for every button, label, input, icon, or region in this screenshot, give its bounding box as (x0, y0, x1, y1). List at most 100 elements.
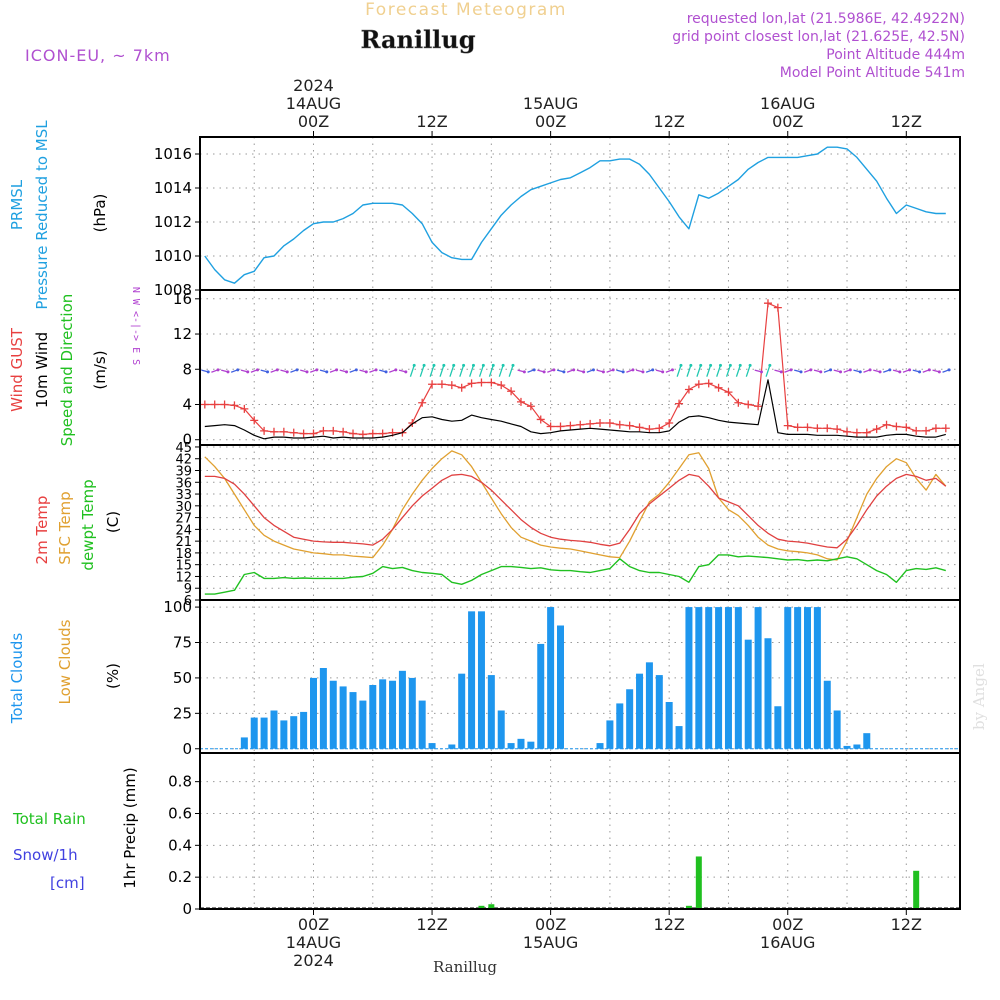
wind-arrow (459, 365, 465, 377)
gust-point (210, 400, 219, 409)
y-tick-label: 0 (182, 900, 192, 918)
time-label-top: 14AUG (286, 94, 341, 113)
wind-arrow (676, 365, 682, 377)
cloud-bar (626, 689, 634, 749)
wind-arrow-head (601, 370, 605, 374)
gust-point (477, 378, 486, 387)
wind-arrow (419, 365, 425, 377)
wind-arrow-head (226, 370, 230, 374)
cloud-bar (606, 720, 614, 749)
gust-point (823, 424, 832, 433)
cloud-bar (744, 639, 752, 749)
wind-label: 10m Wind (33, 332, 51, 408)
y-tick-label: 0.4 (168, 836, 192, 854)
cloud-bar (665, 702, 673, 749)
time-label-bottom: 12Z (416, 915, 447, 934)
time-label-bottom: 00Z (772, 915, 803, 934)
cloud-bar (734, 607, 742, 749)
gust-point (744, 400, 753, 409)
wind-arrow-head (481, 363, 485, 367)
precip-unit: 1hr Precip (mm) (121, 767, 139, 888)
cloud-bar (250, 717, 258, 749)
cloud-bar (319, 668, 327, 749)
gust-point (269, 427, 278, 436)
time-label-bottom: 14AUG (286, 933, 341, 952)
wind-arrow-head (661, 370, 665, 374)
wind-arrow-head (621, 370, 625, 374)
gust-point (675, 399, 684, 408)
wind-arrow (478, 365, 484, 377)
wind-arrow-head (265, 370, 269, 374)
gust-point (467, 379, 476, 388)
wind-arrow-head (246, 370, 250, 374)
time-label-top: 15AUG (523, 94, 578, 113)
cloud-bar (685, 607, 693, 749)
wind-arrow-head (275, 368, 279, 372)
rain-label: Total Rain (12, 810, 86, 828)
gust-point (931, 424, 940, 433)
wind-unit: (m/s) (91, 350, 109, 389)
y-tick-label: 27 (175, 512, 192, 527)
pressure-unit: (hPa) (91, 194, 109, 233)
snow-label: Snow/1h (13, 846, 78, 864)
cloud-bar (300, 711, 308, 749)
wind-arrow-head (325, 370, 329, 374)
cloud-bar (853, 744, 861, 749)
gust-point (635, 423, 644, 432)
wind-arrow-head (670, 368, 674, 372)
y-tick-label: 50 (173, 669, 192, 687)
y-tick-label: 0 (182, 431, 192, 449)
cloud-bar (369, 685, 377, 749)
time-label-top: 00Z (772, 112, 803, 131)
cloud-bar (487, 675, 495, 749)
wind-arrow-head (491, 363, 495, 367)
cloud-bar (290, 716, 298, 749)
gust-point (576, 420, 585, 429)
wind-arrow-head (611, 368, 615, 372)
wind-arrow (706, 365, 712, 377)
gust-point (378, 429, 387, 438)
clouds-unit: (%) (104, 663, 122, 689)
wind-arrow-head (927, 368, 931, 372)
wind-arrow-head (422, 363, 426, 367)
y-tick-label: 0 (182, 740, 192, 758)
wind-arrow-head (442, 363, 446, 367)
cloud-bar (408, 677, 416, 749)
wind-arrow-head (799, 370, 803, 374)
wind-panel-labels: Wind GUST 10m Wind Speed and Direction (… (8, 287, 141, 446)
low-clouds-label: Low Clouds (56, 619, 74, 704)
cloud-bar (398, 670, 406, 749)
cloud-bar (270, 710, 278, 749)
wind-line (204, 379, 946, 440)
y-tick-label: 12 (175, 570, 192, 585)
cloud-bar (458, 673, 466, 749)
wind-arrow-head (908, 368, 912, 372)
time-label-top: 2024 (293, 76, 334, 95)
wind-arrow-head (858, 370, 862, 374)
y-tick-label: 1012 (154, 213, 192, 231)
y-tick-label: 42 (175, 453, 192, 468)
wind-arrow-head (501, 363, 505, 367)
y-tick-label: 75 (173, 634, 192, 652)
wind-arrow-head (542, 370, 546, 374)
gust-point (813, 424, 822, 433)
cloud-bar (527, 741, 535, 749)
requested-coords: requested lon,lat (21.5986E, 42.4922N) (687, 11, 965, 27)
cloud-bar (389, 680, 397, 749)
cloud-bar (813, 607, 821, 749)
wind-arrow-head (768, 363, 772, 367)
gust-point (763, 299, 772, 308)
gust-point (200, 400, 209, 409)
wind-arrow-head (345, 370, 349, 374)
gust-point (447, 381, 456, 390)
time-label-bottom: 12Z (654, 915, 685, 934)
gust-point (349, 429, 358, 438)
cloud-bar (497, 710, 505, 749)
total-clouds-label: Total Clouds (8, 633, 26, 725)
y-tick-label: 0.6 (168, 804, 192, 822)
precip-bar (488, 904, 495, 909)
y-tick-label: 4 (182, 395, 192, 413)
y-tick-label: 0.2 (168, 868, 192, 886)
sfc-temp-line (204, 450, 947, 561)
wind-arrow-head (679, 363, 683, 367)
